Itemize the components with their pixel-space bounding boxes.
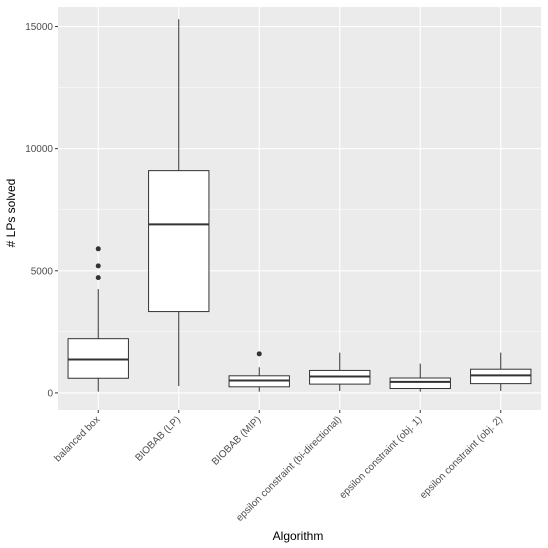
- x-tick-label: BIOBAB (MIP): [210, 414, 263, 467]
- y-tick-label: 10000: [25, 144, 53, 155]
- box-1: [67, 246, 129, 392]
- grid-lines: [58, 7, 541, 410]
- y-axis-title: # LPs solved: [4, 179, 18, 248]
- y-tick-label: 0: [47, 388, 53, 399]
- outlier-point: [95, 275, 101, 281]
- box-iqr: [148, 170, 210, 313]
- x-tick-label: BIOBAB (LP): [133, 414, 182, 463]
- box-series: [67, 19, 532, 392]
- outlier-point: [95, 263, 101, 269]
- box-iqr: [470, 368, 532, 385]
- box-5: [389, 363, 451, 392]
- x-tick-label: balanced box: [53, 414, 103, 464]
- plot-panel: [58, 7, 541, 410]
- x-tick-label: epsilon constraint (obj. 1): [338, 414, 425, 501]
- x-axis-title: Algorithm: [273, 529, 324, 543]
- box-2: [148, 19, 210, 387]
- x-tick-label: epsilon constraint (obj. 2): [418, 414, 505, 501]
- box-3: [228, 351, 290, 392]
- y-axis: 0 5000 10000 15000: [25, 22, 58, 399]
- x-axis: balanced box BIOBAB (LP) BIOBAB (MIP) epsil…: [53, 410, 505, 524]
- y-tick-label: 5000: [31, 266, 54, 277]
- box-6: [470, 352, 532, 391]
- box-iqr: [389, 377, 451, 390]
- box-4: [309, 352, 371, 391]
- y-tick-label: 15000: [25, 22, 53, 33]
- outlier-point: [95, 246, 101, 252]
- outlier-point: [256, 351, 262, 357]
